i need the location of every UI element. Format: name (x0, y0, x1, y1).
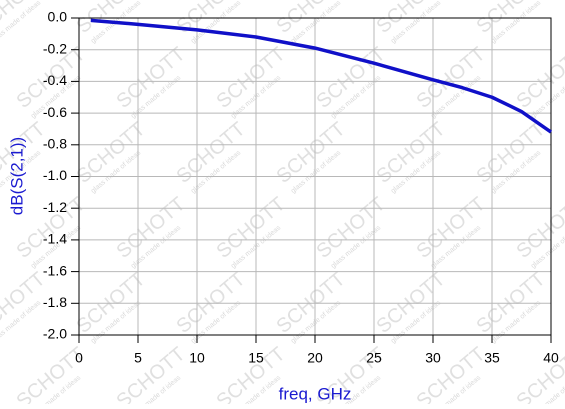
y-tick-label: -1.2 (43, 199, 67, 215)
y-tick-label: -0.4 (43, 72, 67, 88)
y-tick-label: 0.0 (48, 9, 68, 25)
x-axis-label: freq, GHz (279, 384, 352, 403)
y-tick-label: -1.0 (43, 167, 67, 183)
x-tick-label: 35 (484, 350, 500, 366)
x-tick-label: 10 (189, 350, 205, 366)
x-tick-label: 20 (307, 350, 323, 366)
x-tick-label: 40 (543, 350, 559, 366)
y-tick-label: -2.0 (43, 326, 67, 342)
x-tick-label: 5 (134, 350, 142, 366)
watermark-brand: SCHOTT (412, 343, 489, 404)
y-axis-label: dB(S(2,1)) (7, 137, 26, 215)
y-tick-label: -1.6 (43, 262, 67, 278)
x-tick-label: 30 (425, 350, 441, 366)
y-tick-label: -0.2 (43, 40, 67, 56)
watermark-brand: SCHOTT (112, 343, 189, 404)
x-tick-label: 15 (248, 350, 264, 366)
y-tick-label: -1.4 (43, 231, 67, 247)
plot-frame (78, 17, 552, 336)
data-line (90, 18, 553, 134)
watermark-brand: SCHOTT (512, 43, 565, 113)
x-tick-label: 0 (75, 350, 83, 366)
y-tick-label: -1.8 (43, 294, 67, 310)
x-tick-label: 25 (366, 350, 382, 366)
y-tick-label: -0.6 (43, 104, 67, 120)
watermark-brand: SCHOTT (512, 193, 565, 263)
y-tick-label: -0.8 (43, 136, 67, 152)
